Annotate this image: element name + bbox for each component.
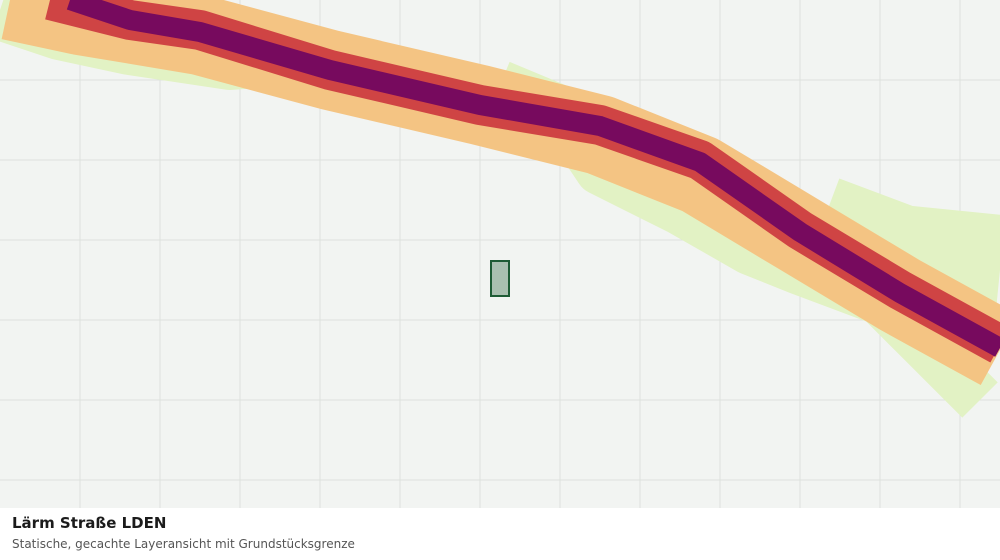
noise-zone-very-high <box>66 0 1000 357</box>
map-subtitle: Statische, gecachte Layeransicht mit Gru… <box>12 537 355 551</box>
map <box>0 0 1000 508</box>
noise-layer <box>0 0 1000 418</box>
parcel-boundary[interactable] <box>490 260 510 297</box>
map-title: Lärm Straße LDEN <box>12 514 167 532</box>
